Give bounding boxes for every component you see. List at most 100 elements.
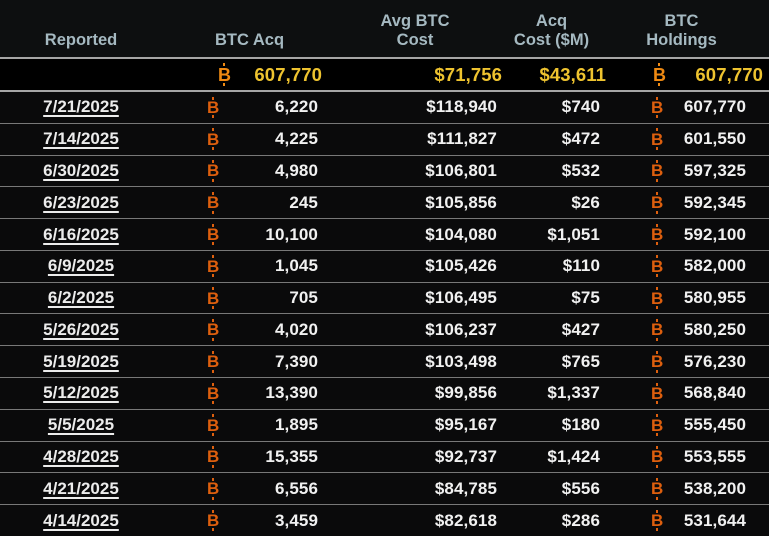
btc-icon: B <box>207 255 220 278</box>
table-row: 6/23/2025 B 245 $105,856 $26 B 592,345 <box>0 186 769 219</box>
btc-acq-value: 4,225 <box>274 129 318 149</box>
table-row: 6/2/2025 B 705 $106,495 $75 B 580,955 <box>0 281 769 314</box>
avg-btc-cost-value: $92,737 <box>434 446 497 466</box>
btc-holdings-value: 538,200 <box>683 478 746 498</box>
report-date-link[interactable]: 7/21/2025 <box>43 97 119 117</box>
column-header-btc-holdings: BTC Holdings <box>646 11 717 49</box>
btc-holdings-value: 576,230 <box>683 351 746 371</box>
btc-acq-value: 1,045 <box>274 256 318 276</box>
table-row: 5/5/2025 B 1,895 $95,167 $180 B 555,450 <box>0 408 769 441</box>
report-date-link[interactable]: 4/21/2025 <box>43 478 119 498</box>
btc-holdings-value: 568,840 <box>683 383 746 403</box>
table-row: 7/21/2025 B 6,220 $118,940 $740 B 607,77… <box>0 92 769 123</box>
btc-icon: B <box>207 160 220 182</box>
table-header: Reported BTC Acq Avg BTC Cost Acq Cost (… <box>0 0 769 57</box>
btc-acq-value: 15,355 <box>265 446 318 466</box>
summary-btc-acq: 607,770 <box>254 63 322 85</box>
btc-icon: B <box>651 509 664 532</box>
acq-cost-value: $1,051 <box>547 224 600 244</box>
btc-icon: B <box>207 414 220 437</box>
btc-icon: B <box>651 191 664 214</box>
table-body: 7/21/2025 B 6,220 $118,940 $740 B 607,77… <box>0 92 769 536</box>
report-date-link[interactable]: 6/30/2025 <box>43 160 119 180</box>
avg-btc-cost-value: $106,801 <box>425 160 497 180</box>
acq-cost-value: $75 <box>571 288 600 308</box>
btc-holdings-value: 582,000 <box>683 256 746 276</box>
btc-icon: B <box>651 255 664 278</box>
avg-btc-cost-value: $105,426 <box>425 256 497 276</box>
report-date-link[interactable]: 5/19/2025 <box>43 351 119 371</box>
btc-acq-value: 7,390 <box>274 351 318 371</box>
table-row: 6/9/2025 B 1,045 $105,426 $110 B 582,000 <box>0 249 769 282</box>
report-date-link[interactable]: 5/5/2025 <box>47 415 115 435</box>
acq-cost-value: $1,337 <box>547 383 600 403</box>
btc-icon: B <box>207 128 220 151</box>
btc-icon: B <box>207 287 220 309</box>
acq-cost-value: $286 <box>561 510 600 530</box>
btc-holdings-value: 592,345 <box>683 192 746 212</box>
btc-icon: B <box>651 223 664 246</box>
btc-acq-value: 4,980 <box>274 160 318 180</box>
report-date-link[interactable]: 4/14/2025 <box>43 510 119 530</box>
avg-btc-cost-value: $84,785 <box>434 478 497 498</box>
btc-holdings-value: 553,555 <box>683 446 746 466</box>
btc-icon: B <box>207 223 220 246</box>
btc-icon: B <box>207 382 220 405</box>
avg-btc-cost-value: $104,080 <box>425 224 497 244</box>
btc-icon: B <box>651 128 664 151</box>
column-header-avg-btc-cost: Avg BTC Cost <box>380 11 450 49</box>
acq-cost-value: $556 <box>561 478 600 498</box>
btc-icon: B <box>651 160 664 182</box>
btc-holdings-value: 531,644 <box>683 510 746 530</box>
column-header-acq-cost-m: Acq Cost ($M) <box>513 11 590 49</box>
avg-btc-cost-value: $103,498 <box>425 351 497 371</box>
acq-cost-value: $765 <box>561 351 600 371</box>
table-row: 5/19/2025 B 7,390 $103,498 $765 B 576,23… <box>0 345 769 378</box>
table-row: 6/30/2025 B 4,980 $106,801 $532 B 597,32… <box>0 154 769 187</box>
acq-cost-value: $740 <box>561 97 600 117</box>
btc-icon: B <box>207 509 220 532</box>
btc-icon: B <box>207 96 220 119</box>
report-date-link[interactable]: 6/9/2025 <box>47 256 115 276</box>
btc-icon: B <box>207 191 220 214</box>
btc-icon: B <box>651 477 664 500</box>
report-date-link[interactable]: 5/12/2025 <box>43 383 119 403</box>
btc-icon: B <box>207 446 220 468</box>
btc-icon: B <box>651 414 664 437</box>
btc-holdings-value: 580,250 <box>683 319 746 339</box>
btc-holdings-value: 592,100 <box>683 224 746 244</box>
table-row: 4/21/2025 B 6,556 $84,785 $556 B 538,200 <box>0 472 769 505</box>
avg-btc-cost-value: $105,856 <box>425 192 497 212</box>
btc-icon: B <box>651 287 664 309</box>
btc-acq-value: 245 <box>289 192 318 212</box>
btc-icon: B <box>651 382 664 405</box>
btc-icon: B <box>207 350 220 373</box>
report-date-link[interactable]: 7/14/2025 <box>43 129 119 149</box>
avg-btc-cost-value: $106,495 <box>425 288 497 308</box>
report-date-link[interactable]: 4/28/2025 <box>43 446 119 466</box>
btc-acq-value: 4,020 <box>274 319 318 339</box>
avg-btc-cost-value: $111,827 <box>427 129 497 149</box>
btc-icon: B <box>653 63 666 86</box>
summary-row: B 607,770 $71,756 $43,611 B 607,770 <box>0 57 769 92</box>
avg-btc-cost-value: $82,618 <box>434 510 497 530</box>
report-date-link[interactable]: 6/2/2025 <box>47 288 115 308</box>
column-header-btc-acq: BTC Acq <box>214 30 285 49</box>
summary-acq-cost: $43,611 <box>539 63 606 85</box>
btc-acq-value: 13,390 <box>265 383 318 403</box>
btc-acq-value: 1,895 <box>274 415 318 435</box>
avg-btc-cost-value: $95,167 <box>434 415 497 435</box>
btc-icon: B <box>651 96 664 119</box>
btc-icon: B <box>651 446 664 468</box>
column-header-reported: Reported <box>44 30 118 49</box>
table-row: 4/28/2025 B 15,355 $92,737 $1,424 B 553,… <box>0 440 769 473</box>
btc-acq-value: 6,220 <box>274 97 318 117</box>
report-date-link[interactable]: 6/23/2025 <box>43 192 119 212</box>
report-date-link[interactable]: 6/16/2025 <box>43 224 119 244</box>
btc-holdings-value: 607,770 <box>683 97 746 117</box>
btc-acq-value: 6,556 <box>274 478 318 498</box>
report-date-link[interactable]: 5/26/2025 <box>43 319 119 339</box>
table-row: 4/14/2025 B 3,459 $82,618 $286 B 531,644 <box>0 504 769 536</box>
acq-cost-value: $26 <box>571 192 600 212</box>
